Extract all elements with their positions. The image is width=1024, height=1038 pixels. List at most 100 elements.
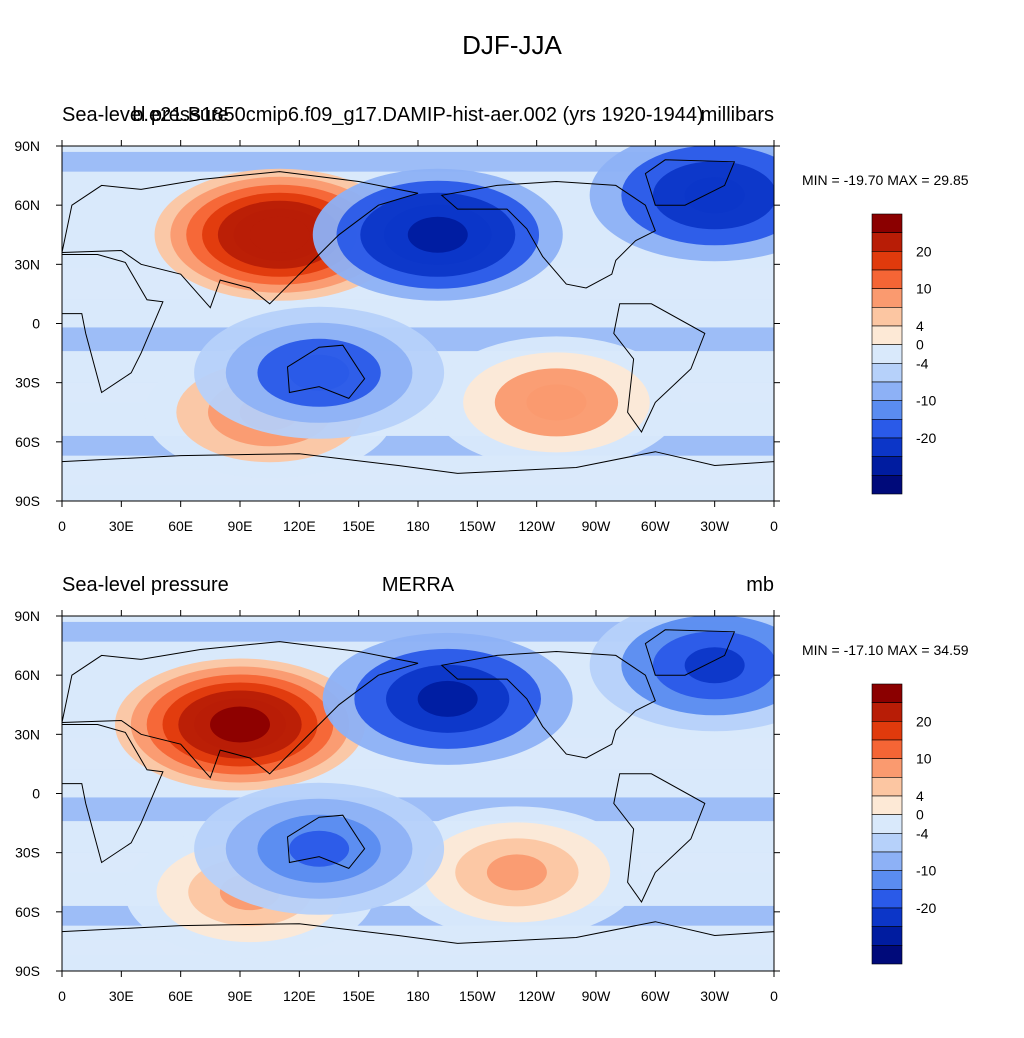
colorbar-label: -20 [916,900,936,916]
coastline-path [62,641,419,779]
figure-title: DJF-JJA [462,30,562,60]
zonal-band [62,151,774,172]
colorbar-box [871,889,903,909]
coastline-path [644,159,736,206]
x-tick-label: 0 [770,518,778,534]
coastline-path [440,180,656,289]
colorbar-box [871,381,903,401]
x-tick-label: 150E [342,518,375,534]
x-tick-label: 0 [58,518,66,534]
x-tick-label: 30E [109,518,134,534]
colorbar-box [871,232,903,252]
colorbar-box [871,307,903,327]
colorbar-label: 4 [916,318,924,334]
colorbar-box [871,437,903,457]
x-tick-label: 150E [342,988,375,1004]
y-tick-label: 30S [15,375,40,391]
colorbar-label: -20 [916,430,936,446]
x-tick-label: 90W [582,518,612,534]
y-tick-label: 0 [32,786,40,802]
pressure-contour-icelandic-low [684,647,745,684]
colorbar-box [871,325,903,345]
y-tick-label: 30S [15,845,40,861]
x-tick-label: 150W [459,988,496,1004]
y-tick-label: 60S [15,434,40,450]
field-layer [62,616,774,971]
coastline-path [440,650,656,759]
x-tick-label: 90W [582,988,612,1004]
colorbar-label: 20 [916,243,932,259]
colorbar-label: 20 [916,713,932,729]
colorbar-box [871,475,903,495]
colorbar-label: -10 [916,393,936,409]
x-tick-label: 0 [58,988,66,1004]
coastline-path [62,921,774,944]
colorbar-label: 10 [916,281,932,297]
colorbar-box [871,269,903,289]
y-tick-label: 90S [15,963,40,979]
x-tick-label: 120W [518,988,555,1004]
pressure-contour-siberian-asian-high [210,706,270,743]
coastline-path [613,773,706,903]
x-tick-label: 30E [109,988,134,1004]
x-tick-label: 150W [459,518,496,534]
coastline-path [62,724,164,864]
zonal-band [62,469,774,486]
map-plot: 0 30E 60E 90E 120E 150E 180 150W 120W 90W 60W 30W 0 9… [14,608,936,1004]
x-tick-label: 180 [406,518,430,534]
pressure-contour-australia-low [289,830,350,867]
colorbar-box [871,363,903,383]
coastline-path [62,171,419,309]
panel-units-label: mb [746,574,774,596]
colorbar-box [871,833,903,853]
x-tick-label: 90E [228,518,253,534]
y-tick-label: 30N [14,256,40,272]
panel-left-label: Sea-level pressure [62,574,229,596]
x-tick-label: 30W [700,988,730,1004]
colorbar-box [871,344,903,364]
colorbar-box [871,721,903,741]
x-tick-label: 180 [406,988,430,1004]
coastline-path [644,629,736,676]
colorbar-box [871,758,903,778]
pressure-contour-australia-low [289,354,350,391]
pressure-contour-aleutian-low [407,216,468,253]
colorbar-box [871,400,903,420]
colorbar-box [871,419,903,439]
coastline-path [286,344,366,400]
colorbar-box [871,213,903,233]
x-tick-label: 120W [518,518,555,534]
x-tick-label: 60E [168,518,193,534]
y-tick-label: 60N [14,667,40,683]
colorbar-box [871,870,903,890]
y-tick-label: 0 [32,316,40,332]
pressure-contour-icelandic-low [684,177,745,214]
x-tick-label: 0 [770,988,778,1004]
panel-center-label: MERRA [381,574,455,596]
coastlines [62,629,774,944]
colorbar-label: 4 [916,788,924,804]
colorbar-box [871,795,903,815]
x-tick-label: 60W [641,518,671,534]
y-tick-label: 90S [15,493,40,509]
colorbar-label: 0 [916,337,924,353]
panel-model: Sea-level pressure b.e21.B1850cmip6.f09_… [0,98,1024,568]
colorbar-label: -10 [916,863,936,879]
map-plot: 0 30E 60E 90E 120E 150E 180 150W 120W 90W 60W 30W 0 9… [14,138,936,534]
coastline-path [62,451,774,474]
coastline-path [613,303,706,433]
colorbar-label: 10 [916,751,932,767]
coastline-path [62,254,164,394]
y-tick-label: 90N [14,608,40,624]
x-tick-label: 30W [700,518,730,534]
x-tick-label: 90E [228,988,253,1004]
colorbar-label: 0 [916,807,924,823]
colorbar-box [871,739,903,759]
panel-obs: Sea-level pressure MERRA mb MIN = -17.10… [0,568,1024,1038]
y-tick-label: 60N [14,197,40,213]
colorbar-box [871,288,903,308]
colorbar-box [871,702,903,722]
y-tick-label: 60S [15,904,40,920]
panel-center-label: b.e21.B1850cmip6.f09_g17.DAMIP-hist-aer.… [132,104,704,126]
colorbar-box [871,926,903,946]
